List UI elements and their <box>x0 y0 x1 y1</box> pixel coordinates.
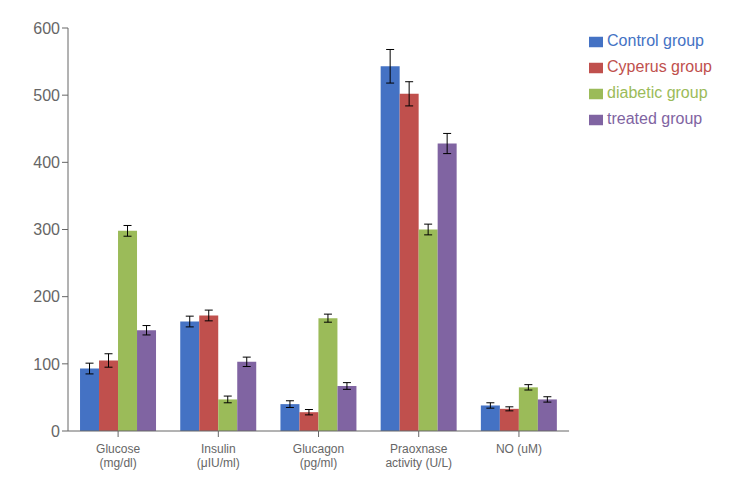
svg-text:NO (uM): NO (uM) <box>496 442 542 456</box>
svg-text:Praoxnaseactivity (U/L): Praoxnaseactivity (U/L) <box>385 442 452 470</box>
html-text:diabetic group: diabetic group <box>607 84 708 101</box>
svg-text:300: 300 <box>33 221 60 238</box>
svg-text:600: 600 <box>33 20 60 37</box>
svg-text:Glucagon(pg/ml): Glucagon(pg/ml) <box>293 442 344 470</box>
svg-text:500: 500 <box>33 87 60 104</box>
html-text:treated group: treated group <box>607 110 703 127</box>
svg-text:Insulin(μIU/ml): Insulin(μIU/ml) <box>197 442 240 470</box>
svg-text:100: 100 <box>33 356 60 373</box>
svg-text:400: 400 <box>33 154 60 171</box>
svg-text:200: 200 <box>33 288 60 305</box>
svg-text:Glucose(mg/dl): Glucose(mg/dl) <box>96 442 140 470</box>
html-text:Cyperus group: Cyperus group <box>607 58 712 75</box>
svg-text:0: 0 <box>51 423 60 440</box>
html-text:Control group: Control group <box>607 32 704 49</box>
